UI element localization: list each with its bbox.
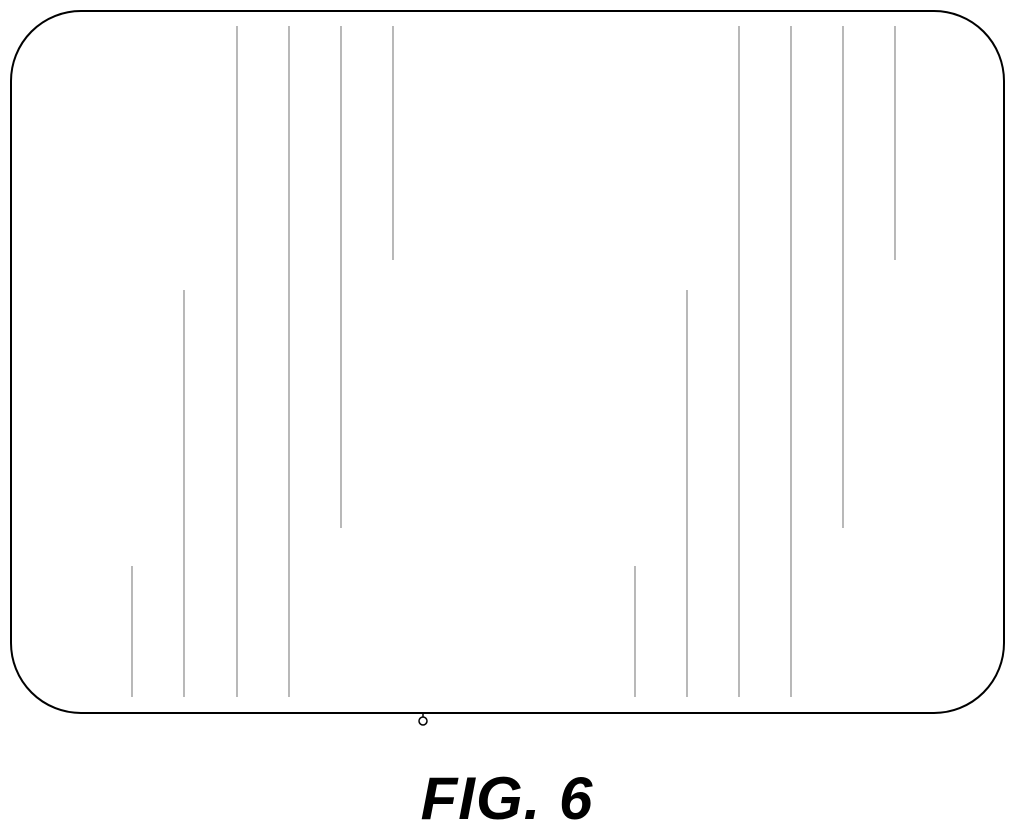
connector-icon bbox=[419, 713, 427, 725]
figure-label: FIG. 6 bbox=[0, 766, 1014, 832]
device-outline bbox=[11, 11, 1004, 713]
right-line-group bbox=[635, 26, 895, 697]
left-line-group bbox=[132, 26, 393, 697]
